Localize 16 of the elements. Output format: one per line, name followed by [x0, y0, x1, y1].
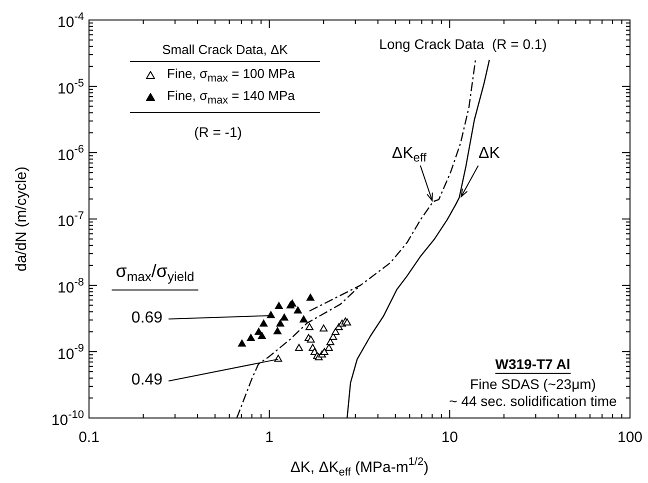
x-tick-label: 100: [617, 429, 643, 446]
annotation: W319-T7 Al: [495, 356, 570, 372]
annotation: Fine SDAS (~23μm): [470, 376, 596, 392]
legend-label: Fine, σ$_{max}$ = 100 MPa: [167, 66, 295, 84]
x-tick-label: 10: [441, 429, 458, 446]
annotation: ΔK: [478, 145, 500, 162]
legend-title: Small Crack Data, ΔK: [161, 41, 289, 59]
x-tick-label: 1: [265, 429, 274, 446]
annotation: Long Crack Data (R = 0.1): [379, 36, 547, 52]
annotation: 0.69: [131, 309, 163, 326]
annotation: 0.49: [131, 371, 163, 388]
annotation: (R = -1): [194, 124, 242, 140]
x-tick-label: 0.1: [78, 429, 100, 446]
annotation: ~ 44 sec. solidification time: [449, 392, 618, 409]
y-axis-title: da/dN (m/cycle): [13, 166, 30, 272]
legend-label: Fine, σ$_{max}$ = 140 MPa: [167, 88, 295, 106]
